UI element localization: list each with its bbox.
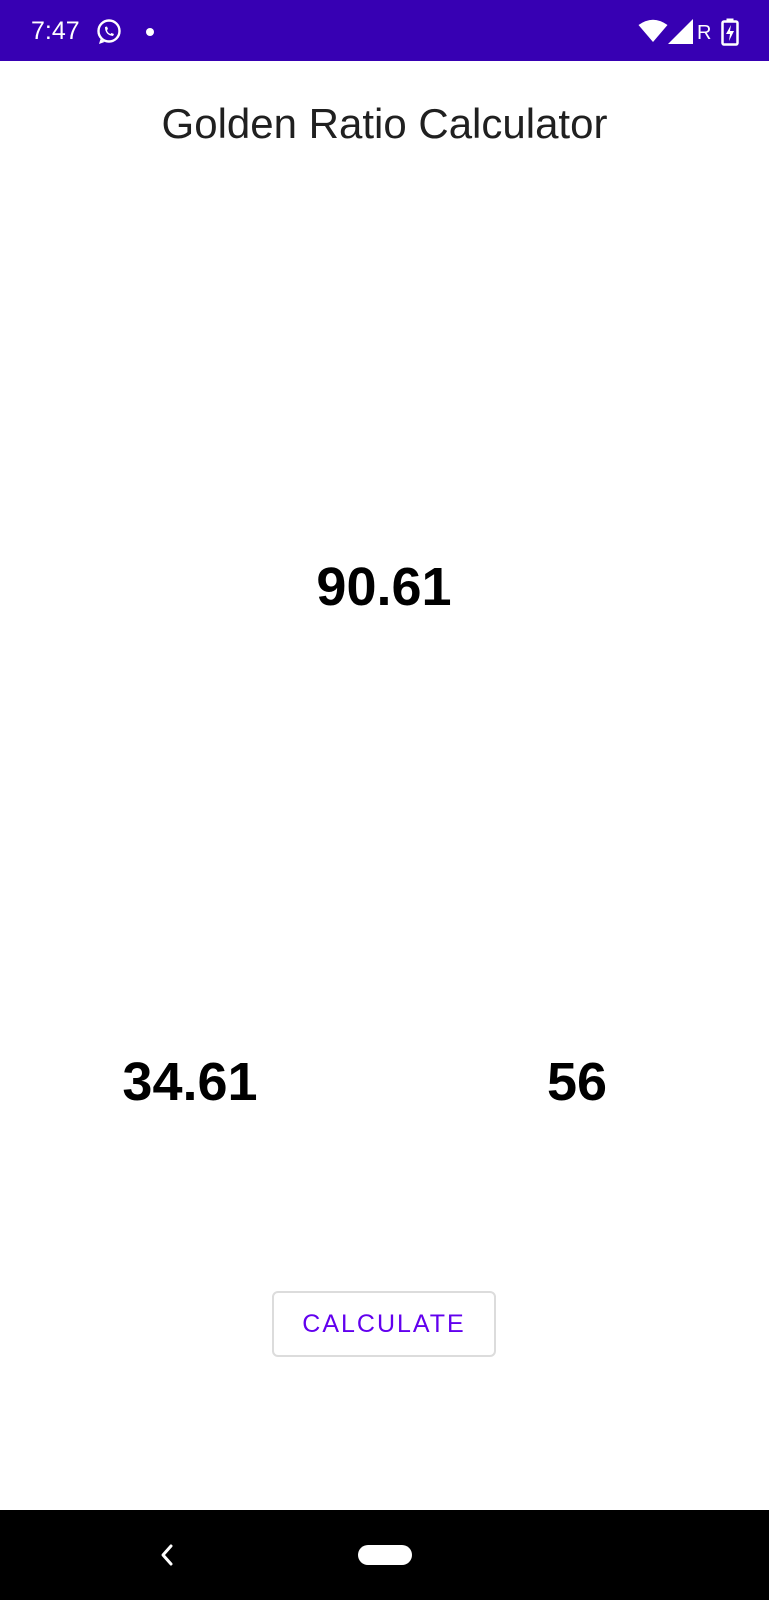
smaller-part-value: 56	[546, 1052, 608, 1112]
status-bar: 7:47 R	[0, 0, 769, 61]
status-time: 7:47	[31, 17, 80, 45]
whatsapp-icon	[97, 19, 121, 44]
app-title: Golden Ratio Calculator	[161, 100, 608, 147]
navigation-bar	[0, 1510, 769, 1600]
signal-icon	[668, 19, 693, 44]
battery-charging-icon	[721, 18, 739, 46]
total-value: 90.61	[316, 557, 452, 617]
back-icon[interactable]	[156, 1540, 178, 1570]
larger-part-value: 34.61	[122, 1052, 258, 1112]
calculate-button[interactable]: CALCULATE	[272, 1291, 496, 1357]
wifi-icon	[638, 19, 668, 42]
notification-dot-icon	[146, 28, 154, 36]
carrier-letter: R	[697, 22, 712, 44]
home-pill-icon[interactable]	[358, 1545, 412, 1565]
